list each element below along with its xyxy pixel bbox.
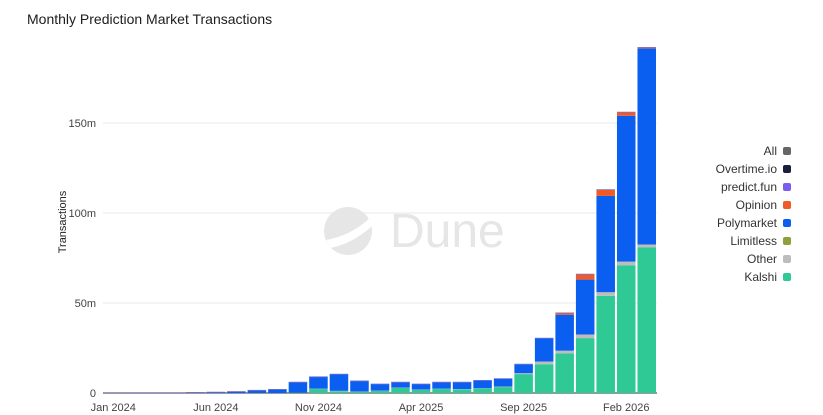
y-axis-label: Transactions — [57, 190, 69, 253]
bar-kalshi-oct-2025[interactable] — [534, 364, 554, 393]
bar-other-mar-2026[interactable] — [637, 244, 656, 248]
chart-title: Monthly Prediction Market Transactions — [27, 11, 273, 27]
bar-polymarket-jan-2026[interactable] — [596, 195, 615, 293]
legend-item-overtimeio[interactable]: Overtime.io — [716, 160, 791, 178]
bar-polymarket-jan-2025[interactable] — [350, 380, 369, 392]
bar-polymarket-feb-2025[interactable] — [370, 384, 390, 391]
y-tick-label: 50m — [75, 298, 96, 310]
bar-kalshi-nov-2024[interactable] — [309, 389, 328, 393]
bar-polymarket-may-2025[interactable] — [432, 382, 451, 389]
bar-kalshi-may-2025[interactable] — [432, 389, 451, 393]
bar-other-feb-2026[interactable] — [616, 261, 636, 266]
bar-other-sep-2025[interactable] — [514, 373, 533, 375]
legend-item-opinion[interactable]: Opinion — [716, 196, 791, 214]
bar-opinion-nov-2025[interactable] — [555, 312, 574, 315]
bar-kalshi-dec-2024[interactable] — [329, 391, 349, 393]
legend-swatch-icon — [783, 273, 791, 281]
bar-polymarket-apr-2025[interactable] — [411, 384, 431, 390]
bar-kalshi-jan-2025[interactable] — [350, 391, 369, 393]
bar-polymarket-jun-2024[interactable] — [206, 392, 226, 393]
legend-item-polymarket[interactable]: Polymarket — [716, 214, 791, 232]
legend-swatch-icon — [783, 219, 791, 227]
x-tick-label: Apr 2025 — [399, 402, 444, 414]
bar-polymarket-oct-2025[interactable] — [534, 338, 554, 362]
bar-kalshi-sep-2025[interactable] — [514, 374, 533, 393]
bar-kalshi-jul-2025[interactable] — [473, 388, 492, 394]
bar-other-jan-2026[interactable] — [596, 292, 615, 296]
legend-item-predictfun[interactable]: predict.fun — [716, 178, 791, 196]
bar-polymarket-oct-2024[interactable] — [288, 382, 308, 393]
y-tick-label: 100m — [68, 208, 96, 220]
bar-kalshi-feb-2026[interactable] — [616, 265, 636, 393]
bar-kalshi-mar-2026[interactable] — [637, 247, 656, 393]
bar-kalshi-jan-2026[interactable] — [596, 295, 615, 393]
bar-kalshi-apr-2025[interactable] — [411, 389, 431, 393]
bar-polymarket-dec-2025[interactable] — [575, 279, 595, 335]
bar-other-oct-2025[interactable] — [534, 361, 554, 365]
x-tick-label: Jun 2024 — [193, 402, 238, 414]
legend-swatch-icon — [783, 237, 791, 245]
legend-swatch-icon — [783, 147, 791, 155]
bar-polymarket-mar-2026[interactable] — [637, 48, 656, 245]
legend-label: Polymarket — [716, 216, 777, 230]
legend-swatch-icon — [783, 183, 791, 191]
legend-item-limitless[interactable]: Limitless — [716, 232, 791, 250]
legend-label: Other — [746, 252, 777, 266]
bar-other-aug-2025[interactable] — [493, 386, 513, 388]
watermark-text: Dune — [390, 205, 505, 258]
y-tick-label: 0 — [90, 388, 96, 400]
bar-polymarket-dec-2024[interactable] — [329, 374, 349, 391]
bar-kalshi-jun-2025[interactable] — [452, 389, 472, 393]
legend-item-all[interactable]: All — [716, 142, 791, 160]
bar-kalshi-feb-2025[interactable] — [370, 391, 390, 393]
bar-polymarket-sep-2024[interactable] — [268, 389, 287, 393]
bar-kalshi-aug-2025[interactable] — [493, 387, 513, 393]
x-tick-label: Nov 2024 — [295, 402, 342, 414]
legend-swatch-icon — [783, 201, 791, 209]
bar-opinion-feb-2026[interactable] — [616, 112, 636, 116]
bar-polymarket-aug-2025[interactable] — [493, 378, 513, 387]
legend-label: Limitless — [730, 234, 777, 248]
bar-polymarket-nov-2025[interactable] — [555, 314, 574, 351]
dune-logo-icon — [324, 207, 372, 255]
legend-item-kalshi[interactable]: Kalshi — [716, 268, 791, 286]
legend-item-other[interactable]: Other — [716, 250, 791, 268]
bar-other-nov-2025[interactable] — [555, 350, 574, 354]
bar-polymarket-aug-2024[interactable] — [247, 390, 267, 393]
bar-other-dec-2025[interactable] — [575, 334, 595, 339]
legend-swatch-icon — [783, 165, 791, 173]
bar-opinion-mar-2026[interactable] — [637, 47, 656, 49]
bar-polymarket-mar-2025[interactable] — [391, 382, 410, 388]
bar-polymarket-sep-2025[interactable] — [514, 364, 533, 374]
bar-polymarket-jul-2024[interactable] — [227, 391, 246, 393]
bar-kalshi-mar-2025[interactable] — [391, 387, 410, 393]
legend-swatch-icon — [783, 255, 791, 263]
legend-label: predict.fun — [720, 180, 777, 194]
legend: All Overtime.io predict.fun Opinion Polymark… — [716, 142, 791, 286]
bar-opinion-jan-2026[interactable] — [596, 189, 615, 196]
bar-opinion-dec-2025[interactable] — [575, 274, 595, 280]
bar-kalshi-dec-2025[interactable] — [575, 338, 595, 393]
legend-label: Kalshi — [744, 270, 777, 284]
bar-polymarket-feb-2026[interactable] — [616, 115, 636, 262]
bar-polymarket-nov-2024[interactable] — [309, 376, 328, 389]
legend-label: Overtime.io — [715, 162, 777, 176]
legend-label: Opinion — [735, 198, 777, 212]
bar-kalshi-nov-2025[interactable] — [555, 353, 574, 393]
x-tick-label: Jan 2024 — [91, 402, 136, 414]
x-tick-label: Sep 2025 — [500, 402, 547, 414]
x-tick-label: Feb 2026 — [603, 402, 649, 414]
bar-polymarket-jun-2025[interactable] — [452, 382, 472, 390]
legend-label: All — [763, 144, 777, 158]
y-tick-label: 150m — [68, 118, 96, 130]
bar-polymarket-jul-2025[interactable] — [473, 380, 492, 389]
